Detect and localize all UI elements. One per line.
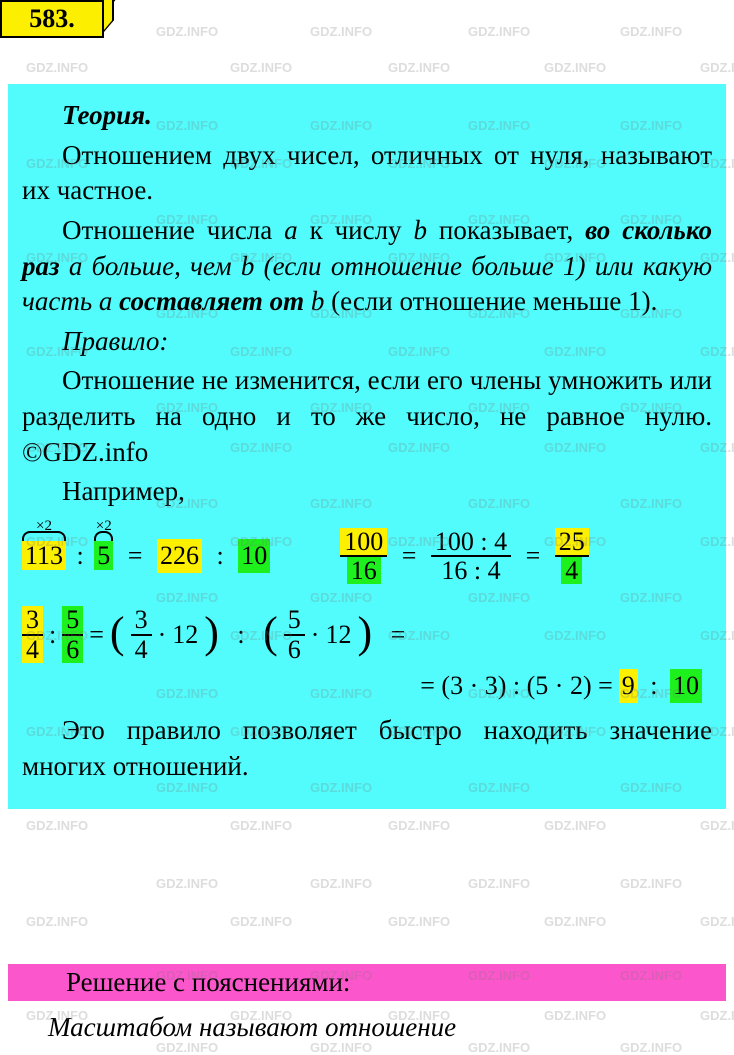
equation-row-2: 34 : 56 = ( 34 · 12 ) : ( 56 · 12 ) = — [22, 606, 712, 663]
watermark-text: GDZ.INFO — [230, 914, 292, 929]
watermark-text: GDZ.INFO — [230, 818, 292, 833]
theory-title: Теория. — [62, 100, 152, 130]
watermark-text: GDZ.INFO — [388, 60, 450, 75]
example-label: Например, — [22, 474, 712, 510]
watermark-text: GDZ.INFO — [230, 60, 292, 75]
watermark-text: GDZ.INFO — [26, 60, 88, 75]
equation-row-2b: = (3 · 3) : (5 · 2) = 9 : 10 — [22, 669, 712, 703]
watermark-text: GDZ.INFO — [544, 60, 606, 75]
rule-text: Отношение не изменится, если его члены у… — [22, 363, 712, 470]
watermark-text: GDZ.INFO — [26, 914, 88, 929]
problem-number-badge: 583. — [0, 0, 104, 38]
theory-closing: Это правило позволяет быстро находить зн… — [22, 713, 712, 784]
problem-number: 583. — [29, 4, 75, 34]
watermark-text: GDZ.INFO — [544, 914, 606, 929]
watermark-text: GDZ.INFO — [700, 818, 734, 833]
watermark-text: GDZ.INFO — [620, 876, 682, 891]
solution-header-bar: Решение с пояснениями: — [8, 964, 726, 1001]
rule-label: Правило: — [62, 326, 168, 356]
watermark-text: GDZ.INFO — [700, 914, 734, 929]
watermark-text: GDZ.INFO — [310, 876, 372, 891]
equation-row-1: ×2 113 : ×2 5 = 226 : 10 10016 = 100 : 4… — [22, 528, 712, 585]
theory-p2: Отношение числа a к числу b показывает, … — [22, 213, 712, 320]
watermark-text: GDZ.INFO — [156, 876, 218, 891]
watermark-text: GDZ.INFO — [468, 24, 530, 39]
bottom-fragment: Масштабом называют отношение — [8, 1012, 726, 1043]
theory-box: Теория. Отношением двух чисел, отличных … — [8, 84, 726, 809]
watermark-text: GDZ.INFO — [620, 24, 682, 39]
watermark-text: GDZ.INFO — [388, 818, 450, 833]
eq2: 10016 = 100 : 416 : 4 = 254 — [340, 528, 589, 585]
watermark-text: GDZ.INFO — [156, 24, 218, 39]
watermark-text: GDZ.INFO — [388, 914, 450, 929]
watermark-text: GDZ.INFO — [700, 60, 734, 75]
watermark-text: GDZ.INFO — [26, 818, 88, 833]
watermark-text: GDZ.INFO — [544, 818, 606, 833]
watermark-text: GDZ.INFO — [310, 24, 372, 39]
eq1-left: ×2 113 : ×2 5 = 226 : 10 — [22, 539, 270, 573]
watermark-text: GDZ.INFO — [468, 876, 530, 891]
theory-p1: Отношением двух чисел, отличных от нуля,… — [22, 138, 712, 209]
